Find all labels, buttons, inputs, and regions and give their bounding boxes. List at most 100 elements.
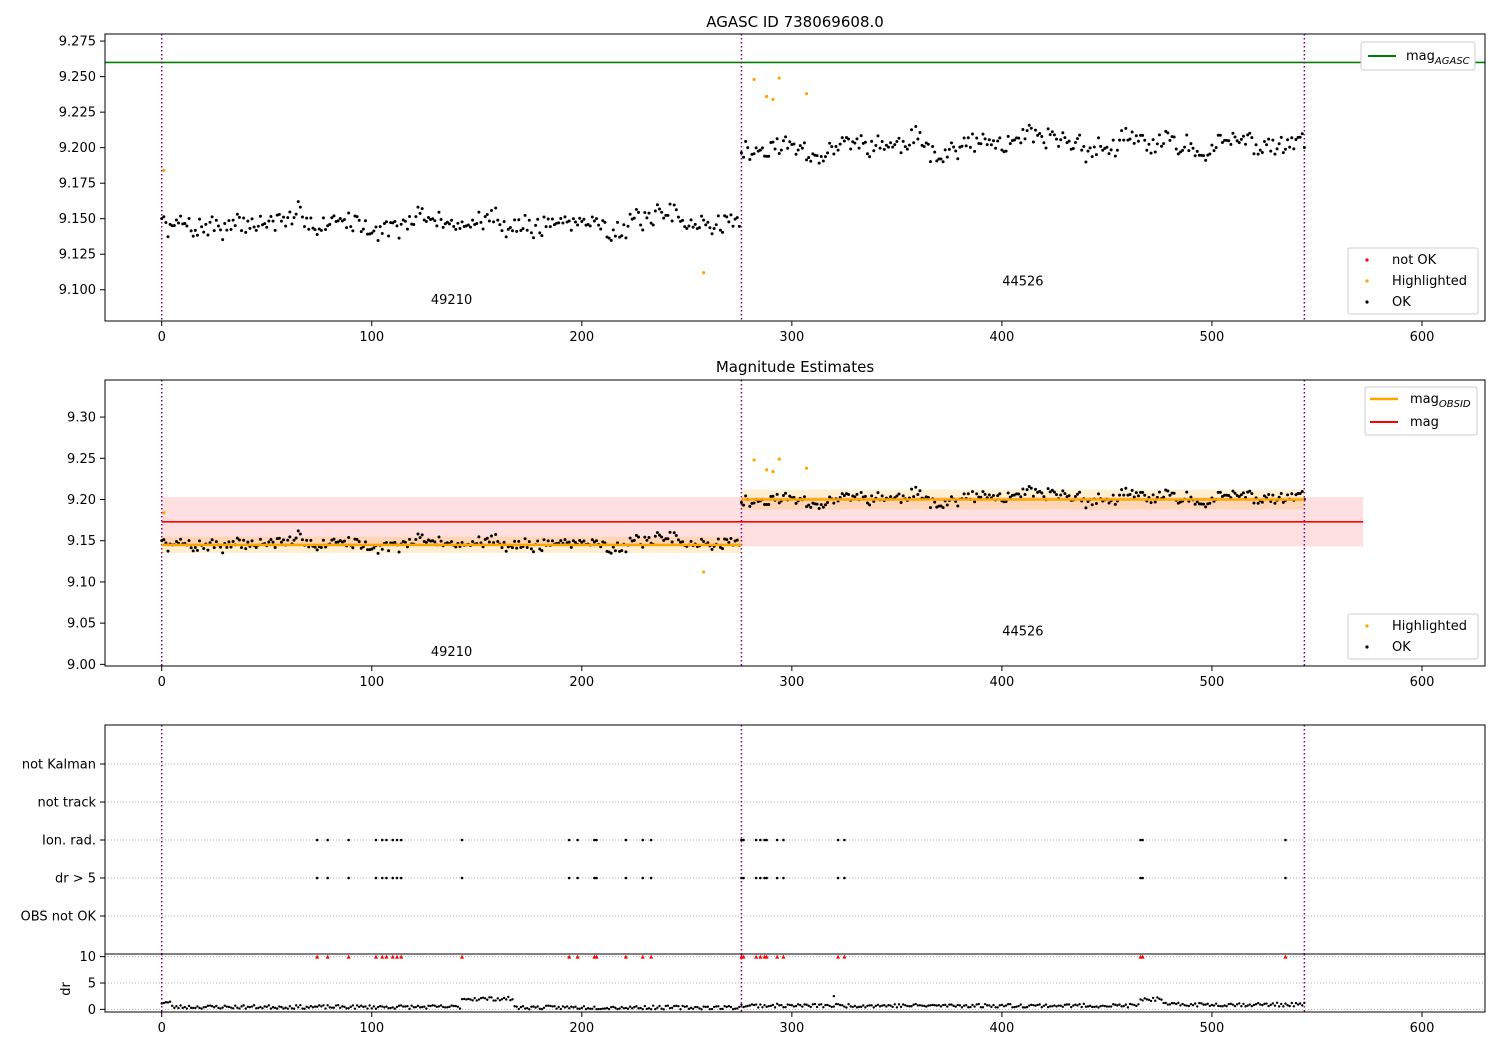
dr-point (1225, 1005, 1228, 1008)
dr-point (876, 1003, 880, 1006)
dr-point (866, 1004, 869, 1008)
ok-point (397, 550, 401, 554)
ok-point (1157, 133, 1161, 137)
ok-point (258, 214, 262, 218)
dr-point (546, 1004, 550, 1007)
ok-point (744, 494, 748, 498)
dr-point (1057, 1004, 1060, 1007)
ok-point (223, 222, 227, 226)
ok-point (1139, 133, 1143, 137)
ok-point (758, 148, 762, 152)
x-tick-label: 100 (359, 675, 384, 690)
ok-point (1048, 133, 1052, 137)
dr-point (1021, 1006, 1025, 1009)
ok-point (777, 152, 781, 156)
dr-flag-marker (390, 954, 395, 959)
ok-point (1130, 130, 1134, 134)
ok-point (267, 219, 271, 223)
dr-point (599, 1007, 602, 1011)
ok-point (712, 227, 716, 231)
ok-point (786, 146, 790, 150)
dr-flag-marker (649, 954, 654, 959)
ok-point (968, 145, 972, 149)
y-tick-label: 10 (79, 950, 96, 965)
ok-point (536, 539, 540, 543)
y-tick-label: 5 (88, 977, 96, 992)
ok-point (338, 539, 342, 543)
dr-point (1210, 1003, 1214, 1007)
flag-point (1141, 838, 1144, 842)
ok-point (634, 207, 638, 211)
dr-point (183, 1005, 187, 1009)
ok-point (884, 143, 888, 147)
ok-point (529, 231, 533, 235)
dr-point (838, 1003, 842, 1007)
ok-point (420, 207, 424, 211)
ok-point (706, 541, 710, 545)
dr-point (664, 1004, 668, 1008)
ok-point (391, 221, 395, 225)
ok-point (166, 235, 170, 239)
ok-point (628, 536, 632, 540)
dr-point (593, 1005, 596, 1008)
ok-point (689, 539, 693, 543)
ok-point (424, 219, 428, 223)
ok-point (826, 501, 830, 505)
ok-point (1088, 146, 1092, 150)
dr-point (551, 1005, 554, 1008)
ok-point (231, 540, 235, 544)
dr-point (1112, 1003, 1115, 1006)
ok-point (477, 210, 481, 214)
dr-point (345, 1007, 348, 1010)
ok-point (1178, 150, 1182, 154)
flag-point (782, 876, 785, 880)
dr-point (843, 1005, 846, 1008)
dr-point (164, 1001, 168, 1004)
y-tick-label: 9.250 (59, 70, 96, 85)
ok-point (567, 219, 571, 223)
ok-point (246, 219, 250, 223)
dr-point (908, 1005, 911, 1008)
ok-point (855, 137, 859, 141)
dr-point (221, 1006, 224, 1009)
ok-point (897, 136, 901, 140)
dr-point (318, 1004, 321, 1007)
dr-point (872, 1006, 875, 1009)
ok-point (544, 225, 548, 229)
ok-point (370, 231, 374, 235)
ok-point (1109, 148, 1113, 152)
ok-point (832, 152, 836, 156)
dr-point (404, 1005, 407, 1008)
dr-point (261, 1007, 264, 1010)
ok-point (628, 212, 632, 216)
dr-point (1072, 1004, 1075, 1007)
ok-point (639, 223, 643, 227)
dr-point (528, 1008, 531, 1011)
ok-point (1237, 141, 1241, 145)
dr-point (828, 1004, 831, 1008)
ok-point (1097, 492, 1101, 496)
dr-point (893, 1003, 896, 1006)
flag-point (754, 838, 758, 842)
dr-point (784, 1005, 787, 1009)
dr-point (1130, 1003, 1134, 1006)
ok-point (479, 541, 483, 545)
ok-point (284, 224, 288, 228)
ok-point (290, 222, 294, 226)
dr-point (530, 1005, 533, 1008)
ok-point (359, 230, 363, 234)
ok-point (324, 545, 328, 549)
ok-point (935, 159, 939, 163)
dr-point (347, 1007, 350, 1010)
ok-point (1265, 143, 1269, 147)
ok-point (1101, 148, 1105, 152)
ok-point (601, 219, 605, 223)
dr-point (307, 1006, 310, 1009)
dr-point (595, 1007, 598, 1011)
ok-point (189, 229, 193, 233)
ok-point (649, 221, 653, 225)
ok-point (256, 224, 260, 228)
ok-point (735, 216, 739, 220)
ok-point (863, 494, 867, 498)
